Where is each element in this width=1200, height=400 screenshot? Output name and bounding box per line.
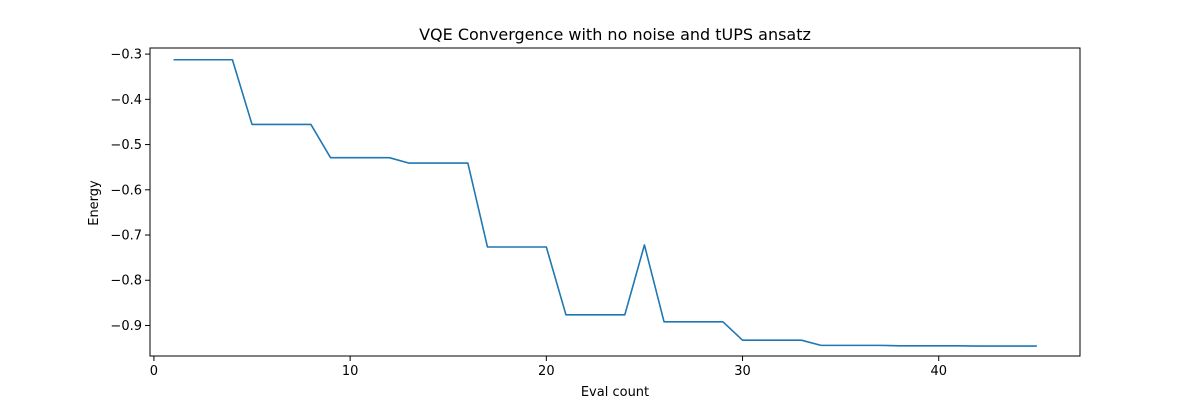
x-axis-label: Eval count bbox=[581, 385, 649, 400]
plot-area: 0 10 20 30 40 −0.3 −0.4 −0.5 −0.6 −0.7 −0.8 −0.9 bbox=[110, 47, 1081, 379]
y-tick-label: −0.4 bbox=[110, 93, 142, 108]
x-tick-label: 0 bbox=[150, 364, 158, 379]
y-tick-label: −0.5 bbox=[110, 138, 142, 153]
y-axis-ticks: −0.3 −0.4 −0.5 −0.6 −0.7 −0.8 −0.9 bbox=[110, 48, 150, 334]
chart-title: VQE Convergence with no noise and tUPS a… bbox=[419, 25, 811, 44]
x-tick-label: 40 bbox=[930, 364, 947, 379]
y-tick-label: −0.8 bbox=[110, 274, 142, 289]
x-axis-ticks: 0 10 20 30 40 bbox=[150, 356, 947, 379]
y-axis-label: Energy bbox=[87, 180, 102, 226]
series-line-energy bbox=[173, 58, 1037, 347]
x-tick-label: 10 bbox=[342, 364, 359, 379]
axes-frame bbox=[149, 47, 1081, 357]
y-tick-label: −0.6 bbox=[110, 183, 142, 198]
y-tick-label: −0.7 bbox=[110, 229, 142, 244]
x-tick-label: 30 bbox=[734, 364, 751, 379]
y-tick-label: −0.9 bbox=[110, 319, 142, 334]
y-tick-label: −0.3 bbox=[110, 48, 142, 63]
x-tick-label: 20 bbox=[538, 364, 555, 379]
